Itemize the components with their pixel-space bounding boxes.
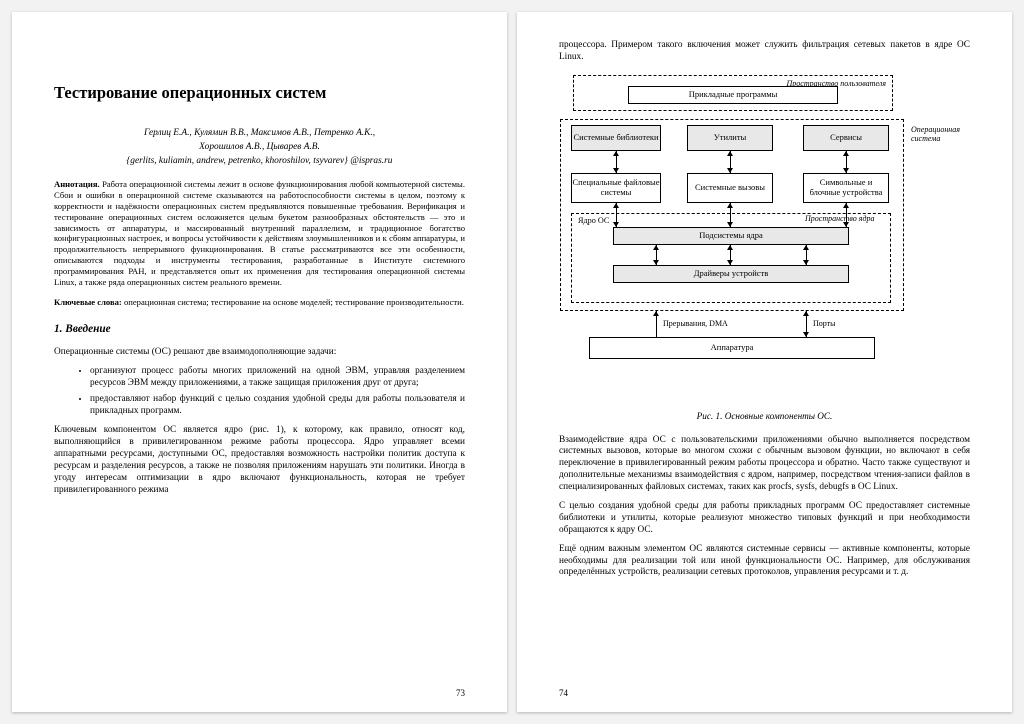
figure-1-diagram: Пространство пользователя Прикладные про… (559, 71, 970, 401)
arrow-icon (806, 245, 807, 265)
abstract-text: Работа операционной системы лежит в осно… (54, 179, 465, 286)
syscalls-box: Системные вызовы (687, 173, 773, 203)
specfs-box: Специальные файловые системы (571, 173, 661, 203)
keywords-text: операционная система; тестирование на ос… (124, 297, 464, 307)
page-number: 74 (559, 688, 568, 700)
arrow-icon (616, 203, 617, 227)
symdev-box: Символьные и блочные устройства (803, 173, 889, 203)
list-item: организуют процесс работы многих приложе… (90, 366, 465, 390)
page-right: процессора. Примером такого включения мо… (517, 12, 1012, 712)
right-p1: Взаимодействие ядра ОС с пользовательски… (559, 435, 970, 494)
kernelspace-label: Пространство ядра (805, 215, 875, 224)
page-number: 73 (456, 688, 465, 700)
utils-box: Утилиты (687, 125, 773, 151)
arrow-icon (656, 245, 657, 265)
paper-title: Тестирование операционных систем (54, 82, 465, 103)
arrow-icon (730, 245, 731, 265)
section-1-heading: 1. Введение (54, 322, 465, 336)
right-p3: Ещё одним важным элементом ОС являются с… (559, 544, 970, 580)
author-emails: {gerlits, kuliamin, andrew, petrenko, kh… (54, 155, 465, 167)
interrupts-label: Прерывания, DMA (663, 319, 728, 329)
arrow-icon (846, 203, 847, 227)
intro-list: организуют процесс работы многих приложе… (76, 366, 465, 418)
list-item: предоставляют набор функций с целью созд… (90, 394, 465, 418)
arrow-icon (656, 311, 657, 337)
arrow-icon (846, 151, 847, 173)
kernel-label: Ядро ОС (578, 216, 609, 225)
os-label: Операционная система (911, 126, 967, 144)
hardware-box: Аппаратура (589, 337, 875, 359)
figure-1-caption: Рис. 1. Основные компоненты ОС. (559, 411, 970, 423)
ports-label: Порты (813, 319, 836, 329)
right-p2: С целью создания удобной среды для работ… (559, 501, 970, 537)
syslibs-box: Системные библиотеки (571, 125, 661, 151)
keywords-label: Ключевые слова: (54, 297, 122, 307)
intro-p1: Операционные системы (ОС) решают две вза… (54, 347, 465, 359)
subsys-box: Подсистемы ядра (613, 227, 849, 245)
abstract-label: Аннотация. (54, 179, 100, 189)
arrow-icon (730, 151, 731, 173)
apps-box: Прикладные программы (628, 86, 838, 104)
arrow-icon (730, 203, 731, 227)
cont-p0: процессора. Примером такого включения мо… (559, 40, 970, 64)
page-spread: Тестирование операционных систем Герлиц … (12, 12, 1012, 712)
arrow-icon (806, 311, 807, 337)
arrow-icon (616, 151, 617, 173)
authors-line2: Хорошилов А.В., Цыварев А.В. (54, 141, 465, 153)
intro-p2: Ключевым компонентом ОС является ядро (р… (54, 425, 465, 496)
drivers-box: Драйверы устройств (613, 265, 849, 283)
authors-line1: Герлиц Е.А., Кулямин В.В., Максимов А.В.… (54, 127, 465, 139)
keywords: Ключевые слова: операционная система; те… (54, 297, 465, 308)
services-box: Сервисы (803, 125, 889, 151)
userspace-box: Пространство пользователя Прикладные про… (573, 75, 893, 111)
page-left: Тестирование операционных систем Герлиц … (12, 12, 507, 712)
abstract: Аннотация. Работа операционной системы л… (54, 179, 465, 287)
